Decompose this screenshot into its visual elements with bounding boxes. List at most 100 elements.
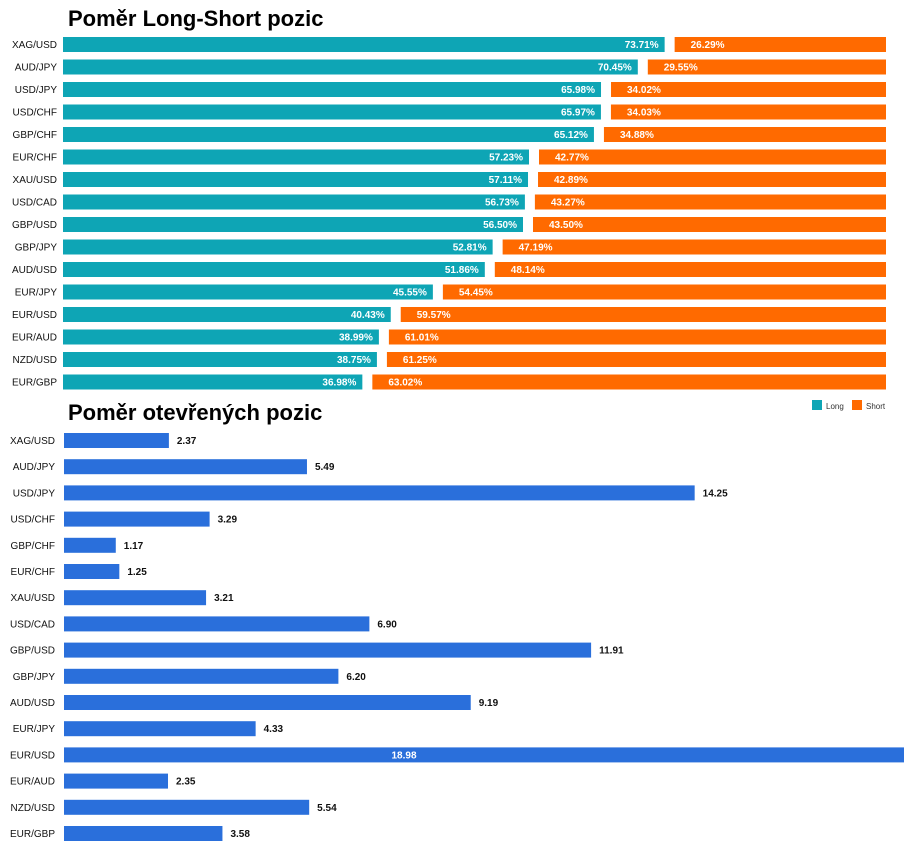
op-category-label: USD/CAD: [10, 619, 55, 630]
op-category-label: GBP/CHF: [11, 541, 55, 552]
short-bar: [494, 262, 886, 277]
open-position-bar: [64, 616, 370, 632]
long-bar: [63, 37, 665, 52]
long-value-label: 36.98%: [322, 378, 356, 389]
long-bar: [63, 104, 601, 120]
op-category-label: USD/CHF: [11, 515, 55, 526]
open-position-value-label: 1.17: [124, 541, 144, 552]
open-position-value-label: 9.19: [479, 698, 499, 709]
short-value-label: 61.01%: [405, 333, 439, 344]
long-value-label: 45.55%: [393, 288, 427, 299]
open-position-bar: [64, 511, 210, 527]
ls-category-label: USD/CAD: [12, 198, 57, 209]
open-position-value-label: 5.49: [315, 462, 335, 473]
open-position-value-label: 3.58: [230, 829, 250, 840]
ls-category-label: AUD/JPY: [15, 63, 58, 74]
ls-category-label: EUR/USD: [12, 310, 57, 321]
short-bar: [388, 329, 886, 345]
short-value-label: 61.25%: [403, 355, 437, 366]
op-category-label: NZD/USD: [11, 803, 55, 814]
short-value-label: 63.02%: [388, 378, 422, 389]
short-value-label: 59.57%: [417, 310, 451, 321]
open-position-value-label: 5.54: [317, 803, 337, 814]
short-bar: [386, 352, 886, 367]
long-bar: [63, 82, 602, 97]
ls-category-label: GBP/CHF: [13, 130, 57, 141]
ls-category-label: GBP/JPY: [15, 243, 58, 254]
long-bar: [63, 239, 493, 255]
legend-swatch-short: [852, 400, 862, 410]
short-value-label: 29.55%: [664, 63, 698, 74]
long-value-label: 65.12%: [554, 130, 588, 141]
legend-label-long: Long: [826, 402, 844, 411]
open-position-bar: [64, 799, 310, 815]
open-position-value-label: 1.25: [127, 567, 147, 578]
op-category-label: EUR/CHF: [11, 567, 55, 578]
long-bar: [63, 127, 594, 142]
short-bar: [372, 374, 886, 390]
open-position-bar: [64, 537, 116, 553]
ls-category-label: EUR/GBP: [12, 378, 57, 389]
short-value-label: 48.14%: [511, 265, 545, 276]
short-bar: [502, 239, 886, 255]
open-position-value-label: 3.21: [214, 593, 234, 604]
open-position-bar: [64, 695, 471, 710]
open-position-bar: [64, 773, 169, 789]
op-category-label: XAG/USD: [10, 436, 55, 447]
long-value-label: 40.43%: [351, 310, 385, 321]
short-value-label: 34.03%: [627, 108, 661, 119]
open-position-value-label: 2.35: [176, 777, 196, 788]
op-category-label: EUR/GBP: [10, 829, 55, 840]
long-value-label: 57.11%: [489, 175, 522, 186]
short-value-label: 47.19%: [519, 243, 553, 254]
long-bar: [63, 374, 363, 390]
ls-category-label: USD/JPY: [15, 85, 58, 96]
open-position-value-label: 4.33: [264, 724, 284, 735]
long-bar: [63, 307, 391, 322]
open-position-value-label: 11.91: [599, 646, 624, 657]
short-bar: [532, 217, 886, 232]
ls-category-label: XAG/USD: [12, 40, 57, 51]
ls-category-label: XAU/USD: [13, 175, 57, 186]
op-category-label: GBP/USD: [10, 646, 55, 657]
ls-category-label: AUD/USD: [12, 265, 57, 276]
open-position-bar: [64, 590, 207, 606]
long-value-label: 65.98%: [561, 85, 595, 96]
short-value-label: 34.88%: [620, 130, 654, 141]
ls-category-label: EUR/AUD: [12, 333, 57, 344]
open-position-value-label: 6.90: [377, 619, 397, 630]
open-position-bar: [64, 826, 223, 841]
short-value-label: 26.29%: [691, 40, 725, 51]
long-value-label: 73.71%: [625, 40, 659, 51]
open-position-value-label: 3.29: [218, 515, 238, 526]
long-value-label: 57.23%: [489, 153, 523, 164]
short-value-label: 43.50%: [549, 220, 583, 231]
open-position-bar: [64, 485, 695, 501]
short-bar: [647, 59, 886, 75]
short-bar: [539, 149, 886, 165]
open-position-bar: [64, 642, 592, 658]
op-category-label: AUD/JPY: [13, 462, 56, 473]
long-value-label: 51.86%: [445, 265, 479, 276]
short-value-label: 54.45%: [459, 288, 493, 299]
open-position-bar: [64, 721, 256, 737]
short-value-label: 42.77%: [555, 153, 589, 164]
chart-title-long-short: Poměr Long-Short pozic: [68, 6, 324, 31]
short-bar: [610, 104, 886, 120]
long-bar: [63, 194, 525, 210]
open-position-bar: [64, 747, 904, 763]
short-value-label: 34.02%: [627, 85, 661, 96]
open-position-value-label: 6.20: [346, 672, 366, 683]
open-position-bar: [64, 668, 339, 684]
long-bar: [63, 149, 530, 165]
ls-category-label: EUR/CHF: [13, 153, 57, 164]
short-bar: [611, 82, 886, 97]
short-bar: [538, 172, 886, 187]
op-category-label: XAU/USD: [11, 593, 55, 604]
long-value-label: 70.45%: [598, 63, 632, 74]
long-value-label: 65.97%: [561, 108, 595, 119]
long-value-label: 52.81%: [453, 243, 487, 254]
short-value-label: 42.89%: [554, 175, 588, 186]
open-position-bar: [64, 459, 307, 475]
